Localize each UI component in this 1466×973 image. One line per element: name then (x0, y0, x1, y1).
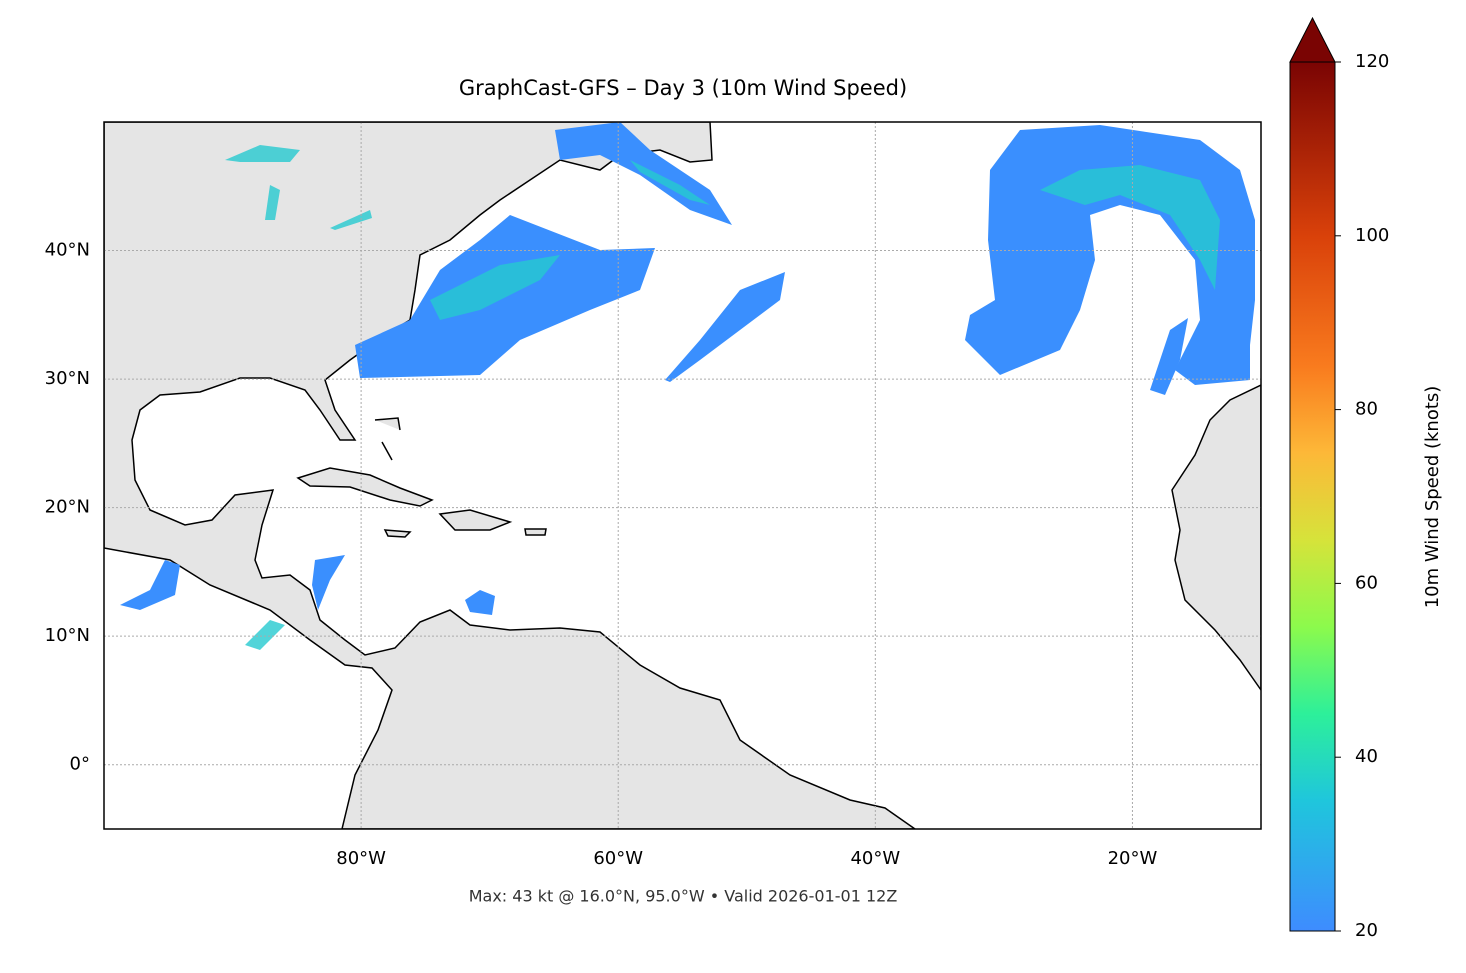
puerto-rico (524, 528, 547, 536)
americas (104, 122, 917, 829)
colorbar-tick-label: 60 (1355, 572, 1378, 593)
jamaica (383, 529, 412, 538)
hispaniola (438, 509, 513, 531)
y-tick-label: 0° (70, 754, 90, 775)
x-tick-label: 40°W (850, 848, 900, 869)
chart-title: GraphCast-GFS – Day 3 (10m Wind Speed) (459, 76, 907, 100)
map (104, 122, 1261, 829)
colorbar-axis: 20 40 60 80 100 120 (1335, 51, 1389, 941)
y-tick-label: 40°N (45, 240, 90, 261)
cuba (296, 467, 434, 507)
x-tick-label: 80°W (336, 848, 386, 869)
colorbar-tick-label: 100 (1355, 225, 1389, 246)
plot-frame (103, 121, 1262, 830)
axes: 80°W 60°W 40°W 20°W 0° 10°N 20°N 30°N 40°N (45, 240, 1158, 869)
colorbar-tick-label: 40 (1355, 746, 1378, 767)
y-tick-label: 30°N (45, 368, 90, 389)
colorbar-tick-label: 20 (1355, 920, 1378, 941)
colorbar (1289, 61, 1336, 932)
footnote: Max: 43 kt @ 16.0°N, 95.0°W • Valid 2026… (469, 887, 898, 906)
grid (104, 122, 1261, 829)
x-tick-label: 20°W (1108, 848, 1158, 869)
x-tick-label: 60°W (593, 848, 643, 869)
colorbar-tick-label: 120 (1355, 51, 1389, 72)
colorbar-label: 10m Wind Speed (knots) (1422, 386, 1443, 609)
wind-field (120, 122, 1255, 650)
y-tick-label: 20°N (45, 497, 90, 518)
colorbar-extend (1289, 16, 1336, 63)
bahamas (374, 417, 401, 461)
colorbar-tick-label: 80 (1355, 399, 1378, 420)
africa (1171, 384, 1261, 692)
y-tick-label: 10°N (45, 625, 90, 646)
